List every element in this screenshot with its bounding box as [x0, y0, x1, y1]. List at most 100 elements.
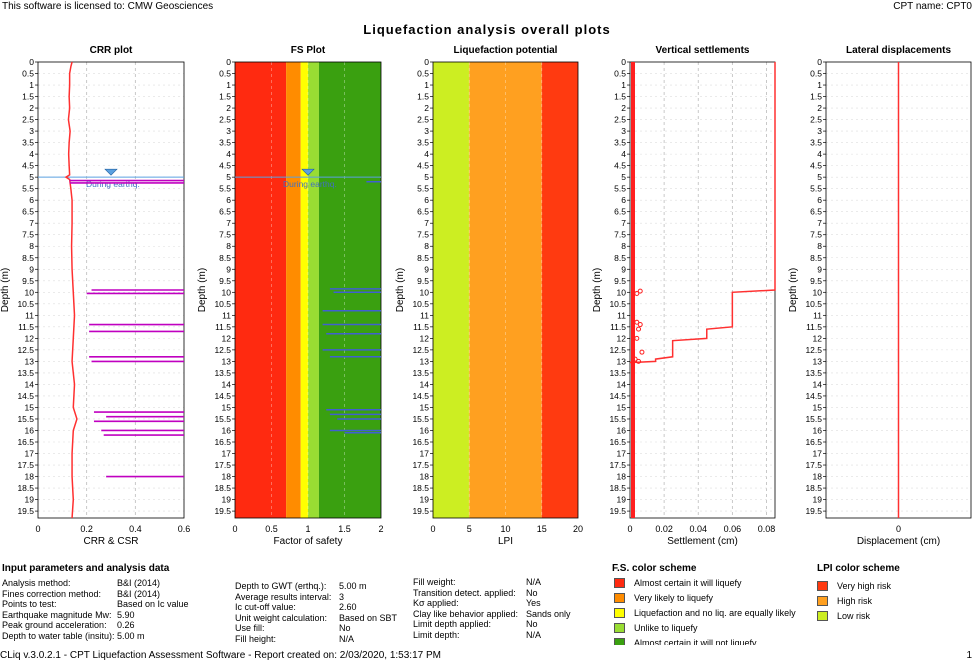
param-row: Clay like behavior applied: Sands only — [413, 609, 571, 620]
fs-legend-item: Almost certain it will liquefy — [614, 575, 796, 590]
ytick-0-6: 3 — [29, 126, 34, 136]
ytick-1-3: 1.5 — [219, 92, 231, 102]
band-1-4 — [318, 62, 381, 518]
ytick-3-17: 8.5 — [614, 253, 626, 263]
param-value: N/A — [526, 629, 542, 640]
ytick-4-31: 15.5 — [805, 414, 822, 424]
param-row: Limit depth applied: No — [413, 619, 571, 630]
params-col1: Analysis method: B&I (2014) Fines correcti… — [2, 578, 189, 641]
ytick-1-36: 18 — [222, 472, 232, 482]
settlement-marker-8 — [636, 358, 642, 364]
ytick-0-34: 17 — [25, 449, 35, 459]
param-row: Fill height: N/A — [235, 634, 397, 645]
param-label: Ic cut-off value: — [235, 602, 296, 612]
xtick-3-3: 0.06 — [724, 524, 742, 534]
settlement-marker-7 — [632, 356, 638, 362]
ytick-4-12: 6 — [817, 195, 822, 205]
ytick-0-26: 13 — [25, 356, 35, 366]
xtick-0-2: 0.4 — [129, 524, 142, 534]
param-value: B&I (2014) — [117, 588, 161, 599]
ytick-2-32: 16 — [420, 425, 430, 435]
ytick-1-23: 11.5 — [215, 322, 231, 332]
ytick-1-13: 6.5 — [219, 207, 231, 217]
param-value: No — [526, 587, 538, 598]
ytick-2-38: 19 — [420, 495, 430, 505]
fs-scheme-title: F.S. color scheme — [612, 563, 697, 574]
param-label: Average results interval: — [235, 591, 332, 602]
ytick-3-38: 19 — [617, 495, 627, 505]
ytick-2-22: 11 — [420, 310, 429, 320]
params-col2: Depth to GWT (erthq.): 5.00 m Average resu… — [235, 581, 397, 644]
ytick-4-39: 19.5 — [805, 506, 822, 516]
param-value: N/A — [526, 577, 542, 587]
ytick-0-31: 15.5 — [17, 414, 34, 424]
ytick-1-7: 3.5 — [219, 138, 231, 148]
param-label: Points to test: — [2, 599, 57, 609]
ytick-3-21: 10.5 — [609, 299, 626, 309]
ytick-4-0: 0 — [817, 57, 822, 67]
xlabel-2: LPI — [498, 536, 513, 547]
ytick-0-27: 13.5 — [17, 368, 34, 378]
water-marker-0 — [104, 168, 118, 176]
fs-legend-item: Almost certain it will not liquefy — [614, 635, 796, 645]
ytick-0-3: 1.5 — [22, 92, 34, 102]
ytick-4-6: 3 — [817, 126, 822, 136]
ytick-3-29: 14.5 — [609, 391, 626, 401]
ytick-2-18: 9 — [424, 264, 429, 274]
ytick-3-20: 10 — [617, 287, 627, 297]
ytick-3-2: 1 — [621, 80, 626, 90]
param-value: Based on SBT — [339, 612, 398, 623]
ytick-3-26: 13 — [617, 356, 627, 366]
ytick-2-24: 12 — [420, 333, 430, 343]
xtick-2-0: 0 — [430, 524, 435, 534]
ytick-3-8: 4 — [621, 149, 626, 159]
ytick-0-21: 10.5 — [17, 299, 34, 309]
ytick-4-8: 4 — [817, 149, 822, 159]
param-value: 5.00 m — [117, 630, 145, 641]
ytick-2-27: 13.5 — [412, 368, 429, 378]
ytick-1-11: 5.5 — [219, 184, 231, 194]
settlement-zero-bar — [631, 62, 635, 518]
param-value: 2.60 — [339, 602, 357, 612]
ytick-0-18: 9 — [29, 264, 34, 274]
ytick-4-36: 18 — [813, 472, 823, 482]
ytick-4-5: 2.5 — [810, 115, 822, 125]
ytick-1-1: 0.5 — [219, 69, 231, 79]
ytick-1-21: 10.5 — [214, 299, 231, 309]
ytick-3-18: 9 — [621, 264, 626, 274]
ytick-0-2: 1 — [29, 80, 34, 90]
param-value: 5.00 m — [339, 581, 367, 591]
license-text: This software is licensed to: CMW Geosci… — [2, 1, 214, 12]
param-row: Average results interval: 3 — [235, 592, 397, 603]
ytick-4-26: 13 — [813, 356, 823, 366]
xtick-1-0: 0 — [232, 524, 237, 534]
ylabel-1: Depth (m) — [197, 268, 208, 312]
fs-swatch — [614, 607, 625, 618]
param-value: Yes — [526, 598, 541, 608]
ytick-0-28: 14 — [25, 379, 35, 389]
param-row: Use fill: No — [235, 623, 397, 634]
main-title: Liquefaction analysis overall plots — [363, 22, 611, 37]
settlement-marker-1 — [634, 290, 640, 296]
ytick-1-14: 7 — [226, 218, 231, 228]
ytick-3-12: 6 — [621, 195, 626, 205]
ytick-4-11: 5.5 — [810, 184, 822, 194]
param-row: Earthquake magnitude Mw: 5.90 — [2, 610, 189, 621]
lpi-legend-label: Low risk — [837, 610, 871, 621]
ytick-0-7: 3.5 — [22, 138, 34, 148]
ytick-2-12: 6 — [424, 195, 429, 205]
band-2-1 — [469, 62, 542, 518]
ytick-1-4: 2 — [226, 103, 231, 113]
param-row: Depth to GWT (erthq.): 5.00 m — [235, 581, 397, 592]
param-value: B&I (2014) — [117, 578, 161, 588]
ytick-4-27: 13.5 — [805, 368, 822, 378]
ytick-1-12: 6 — [226, 195, 231, 205]
band-2-0 — [433, 62, 470, 518]
plot-frame-1 — [234, 61, 382, 519]
xtick-3-0: 0 — [627, 524, 632, 534]
ytick-2-10: 5 — [424, 172, 429, 182]
ytick-2-25: 12.5 — [412, 345, 429, 355]
xtick-2-3: 15 — [537, 524, 547, 534]
param-value: Sands only — [526, 608, 571, 619]
param-row: Peak ground acceleration: 0.26 — [2, 620, 189, 631]
